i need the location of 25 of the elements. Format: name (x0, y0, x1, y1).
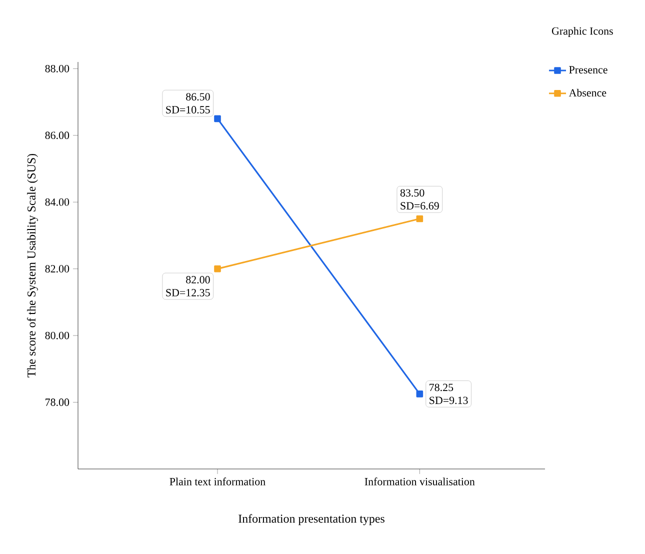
legend-label: Presence (569, 66, 608, 74)
point (416, 390, 424, 398)
data-label: 86.50 (186, 93, 210, 101)
y-tick-label: 84.00 (45, 198, 70, 206)
annotation: SD=12.35 (166, 289, 210, 296)
x-tick-label: Plain text information (170, 478, 266, 486)
point (214, 115, 221, 122)
y-tick-label: 88.00 (45, 64, 70, 72)
y-tick-label: 82.00 (45, 265, 70, 273)
y-axis-title: The score of the System Usability Scale (SUS) (26, 154, 38, 378)
annotation: SD=6.69 (400, 202, 439, 210)
legend-label: Absence (568, 88, 606, 97)
x-tick-label: Information visualisation (364, 478, 475, 486)
point (214, 265, 221, 272)
data-label: 78.25 (430, 384, 454, 392)
x-axis-title: Information presentation types (238, 514, 384, 526)
legend-title: Graphic Icons (552, 27, 613, 37)
data-label: 82.00 (186, 276, 210, 284)
annotation: SD=9.13 (430, 396, 468, 404)
y-tick-label: 80.00 (45, 332, 70, 340)
data-label: 83.50 (400, 189, 424, 197)
annotation: SD=10.55 (166, 106, 210, 114)
y-tick-label: 78.00 (46, 398, 70, 406)
point (416, 215, 424, 222)
y-tick-label: 86.00 (45, 132, 70, 140)
